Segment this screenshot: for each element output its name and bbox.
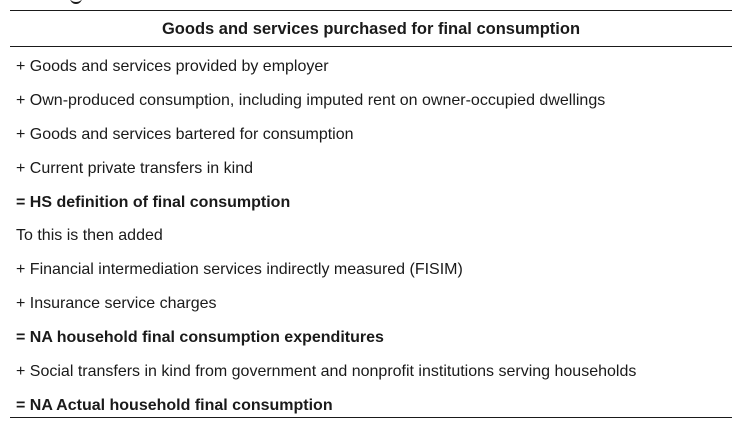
table-body: + Goods and services provided by employe… <box>10 50 732 423</box>
cropped-text-fragment <box>70 0 82 4</box>
table-row: = NA Actual household final consumption <box>16 396 333 414</box>
table-row: + Goods and services bartered for consum… <box>16 125 354 143</box>
table-row: + Financial intermediation services indi… <box>16 261 463 279</box>
table-row: + Current private transfers in kind <box>16 159 253 177</box>
table-header-rule <box>10 46 732 47</box>
table-row: = HS definition of final consumption <box>16 193 291 211</box>
table-row: + Social transfers in kind from governme… <box>16 363 637 381</box>
table-row: + Insurance service charges <box>16 295 217 313</box>
table-row: To this is then added <box>16 227 163 245</box>
table-row: + Own-produced consumption, including im… <box>16 91 606 109</box>
table-row: = NA household final consumption expendi… <box>16 329 384 347</box>
table-header: Goods and services purchased for final c… <box>161 20 581 38</box>
table-row: + Goods and services provided by employe… <box>16 58 329 75</box>
table-top-rule <box>10 10 732 11</box>
table-bottom-rule <box>10 417 732 418</box>
